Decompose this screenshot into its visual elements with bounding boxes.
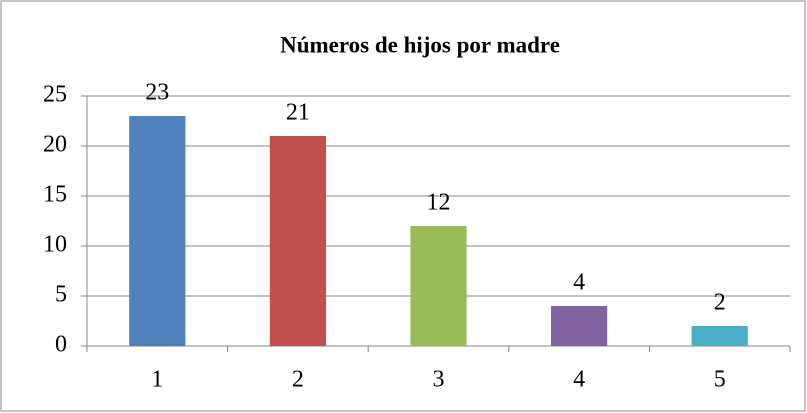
chart-title: Números de hijos por madre [280,32,560,57]
x-tick-label: 3 [433,367,445,393]
y-tick-label: 15 [43,182,67,208]
x-tick-label: 2 [292,367,304,393]
data-label: 2 [714,290,726,316]
x-tick-label: 5 [714,367,726,393]
data-label: 23 [145,80,169,106]
data-label: 4 [573,270,585,296]
y-tick-label: 10 [43,232,67,258]
bar [129,116,186,346]
bar [269,136,327,346]
y-tick-label: 25 [43,82,67,108]
y-tick-label: 0 [55,332,67,358]
data-label: 12 [427,190,451,216]
bar [550,306,608,346]
x-tick-label: 1 [151,367,163,393]
bar [410,226,467,346]
y-tick-label: 20 [43,132,67,158]
data-label: 21 [286,100,310,126]
bar [691,326,748,346]
y-tick-label: 5 [55,282,67,308]
x-tick-label: 4 [573,367,585,393]
